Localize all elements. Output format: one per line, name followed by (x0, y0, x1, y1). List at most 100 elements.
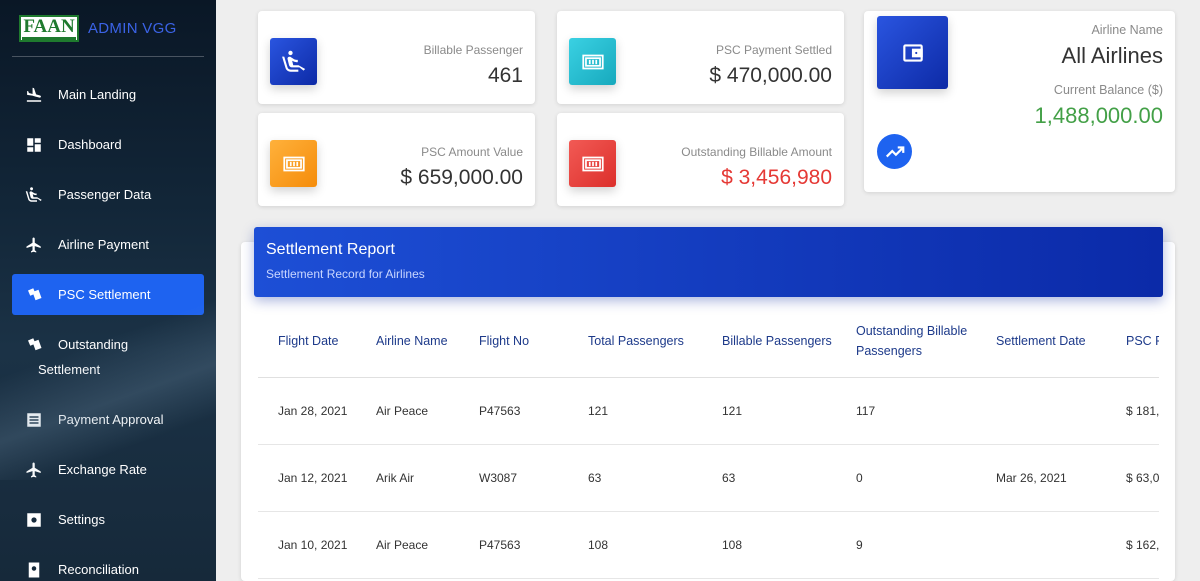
stat-card-psc-payment-settled: PSC Payment Settled $ 470,000.00 (557, 11, 844, 104)
col-header-psc-payment[interactable]: PSC Payment (1106, 305, 1159, 378)
col-header-billable-passengers[interactable]: Billable Passengers (702, 305, 836, 378)
stat-label: PSC Amount Value (421, 145, 523, 159)
sidebar-item-exchange-rate[interactable]: Exchange Rate (12, 460, 204, 480)
cell-settlement-date: Mar 26, 2021 (976, 444, 1106, 512)
cell-outstanding: 0 (836, 444, 976, 512)
stat-label: PSC Payment Settled (715, 43, 832, 57)
settlement-table-container[interactable]: Flight Date Airline Name Flight No Total… (258, 305, 1159, 581)
trending-up-icon[interactable] (877, 134, 912, 169)
cell-billable: 121 (702, 377, 836, 445)
cell-psc-payment: $ 63,000 (1106, 444, 1159, 512)
col-header-flight-date[interactable]: Flight Date (258, 305, 356, 378)
sidebar-item-reconciliation[interactable]: Reconciliation (12, 560, 204, 580)
report-title: Settlement Report (266, 241, 395, 258)
sidebar-item-label: Payment Approval (58, 412, 164, 427)
cell-outstanding: 117 (836, 377, 976, 445)
cell-settlement-date (976, 377, 1106, 445)
col-header-airline-name[interactable]: Airline Name (356, 305, 459, 378)
airline-name-value[interactable]: All Airlines (1061, 43, 1163, 68)
stat-value: 461 (487, 64, 523, 87)
cell-flight-date: Jan 12, 2021 (258, 444, 356, 512)
stat-card-billable-passenger: Billable Passenger 461 (258, 11, 535, 104)
passenger-seat-icon (270, 38, 317, 85)
divider (12, 56, 204, 57)
cell-total: 108 (568, 511, 702, 579)
airplane-icon (24, 235, 44, 255)
airline-name-label: Airline Name (1091, 23, 1163, 37)
sidebar-item-label: Airline Payment (58, 237, 150, 252)
balance-value: 1,488,000.00 (1034, 103, 1163, 128)
sidebar-item-settings[interactable]: Settings (12, 510, 204, 530)
balance-label: Current Balance ($) (1053, 83, 1163, 97)
dashboard-icon (24, 135, 44, 155)
table-row[interactable]: Jan 28, 2021 Air Peace P47563 121 121 11… (258, 377, 1159, 445)
sidebar-item-psc-settlement[interactable]: PSC Settlement (12, 274, 204, 315)
cell-psc-payment: $ 181,500 (1106, 377, 1159, 445)
cell-total: 63 (568, 444, 702, 512)
sidebar-item-label: Reconciliation (58, 562, 139, 577)
col-header-flight-no[interactable]: Flight No (459, 305, 568, 378)
sidebar-item-airline-payment[interactable]: Airline Payment (12, 235, 204, 255)
tickets-icon (24, 335, 44, 355)
airplane-icon (24, 460, 44, 480)
cell-psc-payment: $ 162,000 (1106, 511, 1159, 579)
cell-airline: Arik Air (356, 444, 459, 512)
cell-airline: Air Peace (356, 377, 459, 445)
col-header-outstanding-billable[interactable]: Outstanding Billable Passengers (836, 305, 976, 378)
settlement-table: Flight Date Airline Name Flight No Total… (258, 305, 1159, 579)
cell-flight-date: Jan 10, 2021 (258, 511, 356, 579)
sidebar-item-payment-approval[interactable]: Payment Approval (12, 410, 204, 430)
plane-landing-icon (24, 85, 44, 105)
table-header-row: Flight Date Airline Name Flight No Total… (258, 305, 1159, 378)
table-row[interactable]: Jan 10, 2021 Air Peace P47563 108 108 9 … (258, 511, 1159, 579)
airline-balance-card: Airline Name All Airlines Current Balanc… (864, 11, 1175, 192)
stat-label: Outstanding Billable Amount (681, 145, 832, 159)
sidebar-item-label-line2: Settlement (38, 362, 101, 377)
faan-logo: FAAN (19, 15, 79, 42)
brand-name: ADMIN VGG (88, 20, 177, 37)
sidebar-item-passenger-data[interactable]: Passenger Data (12, 185, 204, 205)
cell-flight-date: Jan 28, 2021 (258, 377, 356, 445)
sidebar-item-label: Main Landing (58, 87, 137, 102)
sidebar-item-label: PSC Settlement (58, 286, 151, 302)
stat-card-outstanding-billable: Outstanding Billable Amount $ 3,456,980 (557, 113, 844, 206)
report-header: Settlement Report Settlement Record for … (254, 227, 1163, 297)
cell-flight-no: W3087 (459, 444, 568, 512)
cell-flight-no: P47563 (459, 377, 568, 445)
stat-value: $ 3,456,980 (721, 166, 832, 189)
cell-total: 121 (568, 377, 702, 445)
col-header-total-passengers[interactable]: Total Passengers (568, 305, 702, 378)
cell-billable: 108 (702, 511, 836, 579)
cell-settlement-date (976, 511, 1106, 579)
table-row[interactable]: Jan 12, 2021 Arik Air W3087 63 63 0 Mar … (258, 444, 1159, 512)
sidebar-item-dashboard[interactable]: Dashboard (12, 135, 204, 155)
cell-outstanding: 9 (836, 511, 976, 579)
col-header-settlement-date[interactable]: Settlement Date (976, 305, 1106, 378)
report-subtitle: Settlement Record for Airlines (266, 267, 425, 281)
brand[interactable]: FAAN ADMIN VGG (19, 15, 177, 42)
stat-label: Billable Passenger (423, 43, 523, 57)
passenger-seat-icon (24, 185, 44, 205)
reconcile-icon (24, 560, 44, 580)
money-icon (569, 140, 616, 187)
sidebar-item-label: Exchange Rate (58, 462, 147, 477)
sidebar-item-label: Outstanding (58, 337, 129, 352)
cell-airline: Air Peace (356, 511, 459, 579)
money-icon (270, 140, 317, 187)
sidebar-item-outstanding-settlement[interactable]: Outstanding Settlement (12, 335, 204, 381)
sidebar-item-label: Settings (58, 512, 105, 527)
money-icon (569, 38, 616, 85)
sidebar-item-label: Passenger Data (58, 187, 152, 202)
list-icon (24, 410, 44, 430)
tickets-icon (24, 285, 44, 305)
sidebar-item-main-landing[interactable]: Main Landing (12, 85, 204, 105)
stat-value: $ 659,000.00 (400, 166, 523, 189)
wallet-icon (877, 16, 948, 89)
sidebar: FAAN ADMIN VGG Main Landing Dashboard Pa… (0, 0, 216, 581)
gear-icon (24, 510, 44, 530)
stat-value: $ 470,000.00 (709, 64, 832, 87)
cell-flight-no: P47563 (459, 511, 568, 579)
stat-card-psc-amount-value: PSC Amount Value $ 659,000.00 (258, 113, 535, 206)
cell-billable: 63 (702, 444, 836, 512)
sidebar-item-label: Dashboard (58, 137, 122, 152)
